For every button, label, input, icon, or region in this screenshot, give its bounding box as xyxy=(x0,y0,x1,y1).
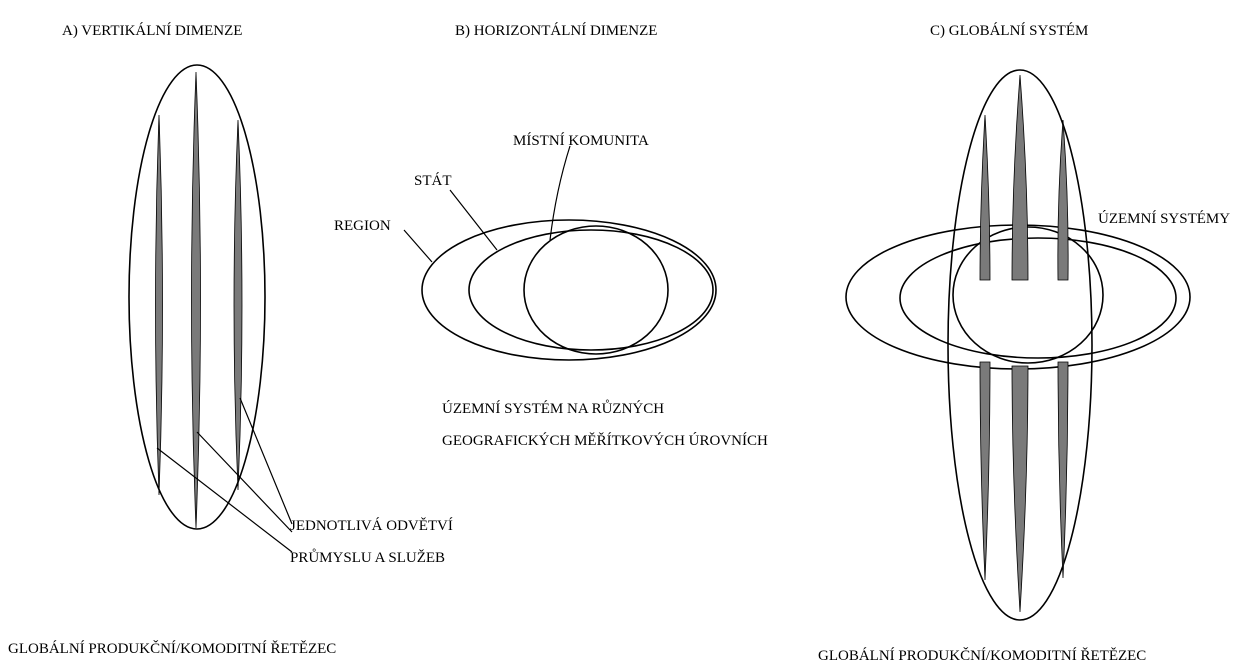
label: PRŮMYSLU A SLUŽEB xyxy=(290,548,445,566)
leader-lines xyxy=(403,145,571,263)
footer-label: GLOBÁLNÍ PRODUKČNÍ/KOMODITNÍ ŘETĚZEC xyxy=(818,647,1146,664)
state-ellipse xyxy=(899,237,1177,359)
branch xyxy=(1057,361,1069,579)
panel-title: B) HORIZONTÁLNÍ DIMENZE xyxy=(455,22,657,39)
panel-title: A) VERTIKÁLNÍ DIMENZE xyxy=(62,22,242,39)
panel-title: C) GLOBÁLNÍ SYSTÉM xyxy=(930,22,1088,39)
label: MÍSTNÍ KOMUNITA xyxy=(513,132,649,149)
community-circle xyxy=(952,226,1104,364)
region-ellipse xyxy=(421,219,717,361)
caption: ÚZEMNÍ SYSTÉM NA RŮZNÝCH xyxy=(442,399,664,417)
branch xyxy=(1057,119,1069,281)
branch xyxy=(979,361,991,581)
branch xyxy=(1011,74,1029,281)
chain-ellipse xyxy=(128,64,266,530)
footer-label: GLOBÁLNÍ PRODUKČNÍ/KOMODITNÍ ŘETĚZEC xyxy=(8,640,336,657)
leader-lines xyxy=(156,397,293,553)
label: ÚZEMNÍ SYSTÉMY xyxy=(1098,210,1230,227)
label: STÁT xyxy=(414,172,452,189)
branch xyxy=(1011,365,1029,613)
branch xyxy=(191,71,201,529)
branch xyxy=(155,114,163,496)
state-ellipse xyxy=(468,229,714,351)
label: REGION xyxy=(334,218,391,234)
chain-ellipse xyxy=(947,69,1093,621)
label: JEDNOTLIVÁ ODVĚTVÍ xyxy=(290,517,453,534)
branch xyxy=(979,114,991,281)
caption: GEOGRAFICKÝCH MĚŘÍTKOVÝCH ÚROVNÍCH xyxy=(442,432,768,449)
branch xyxy=(233,119,243,491)
community-circle xyxy=(523,225,669,355)
